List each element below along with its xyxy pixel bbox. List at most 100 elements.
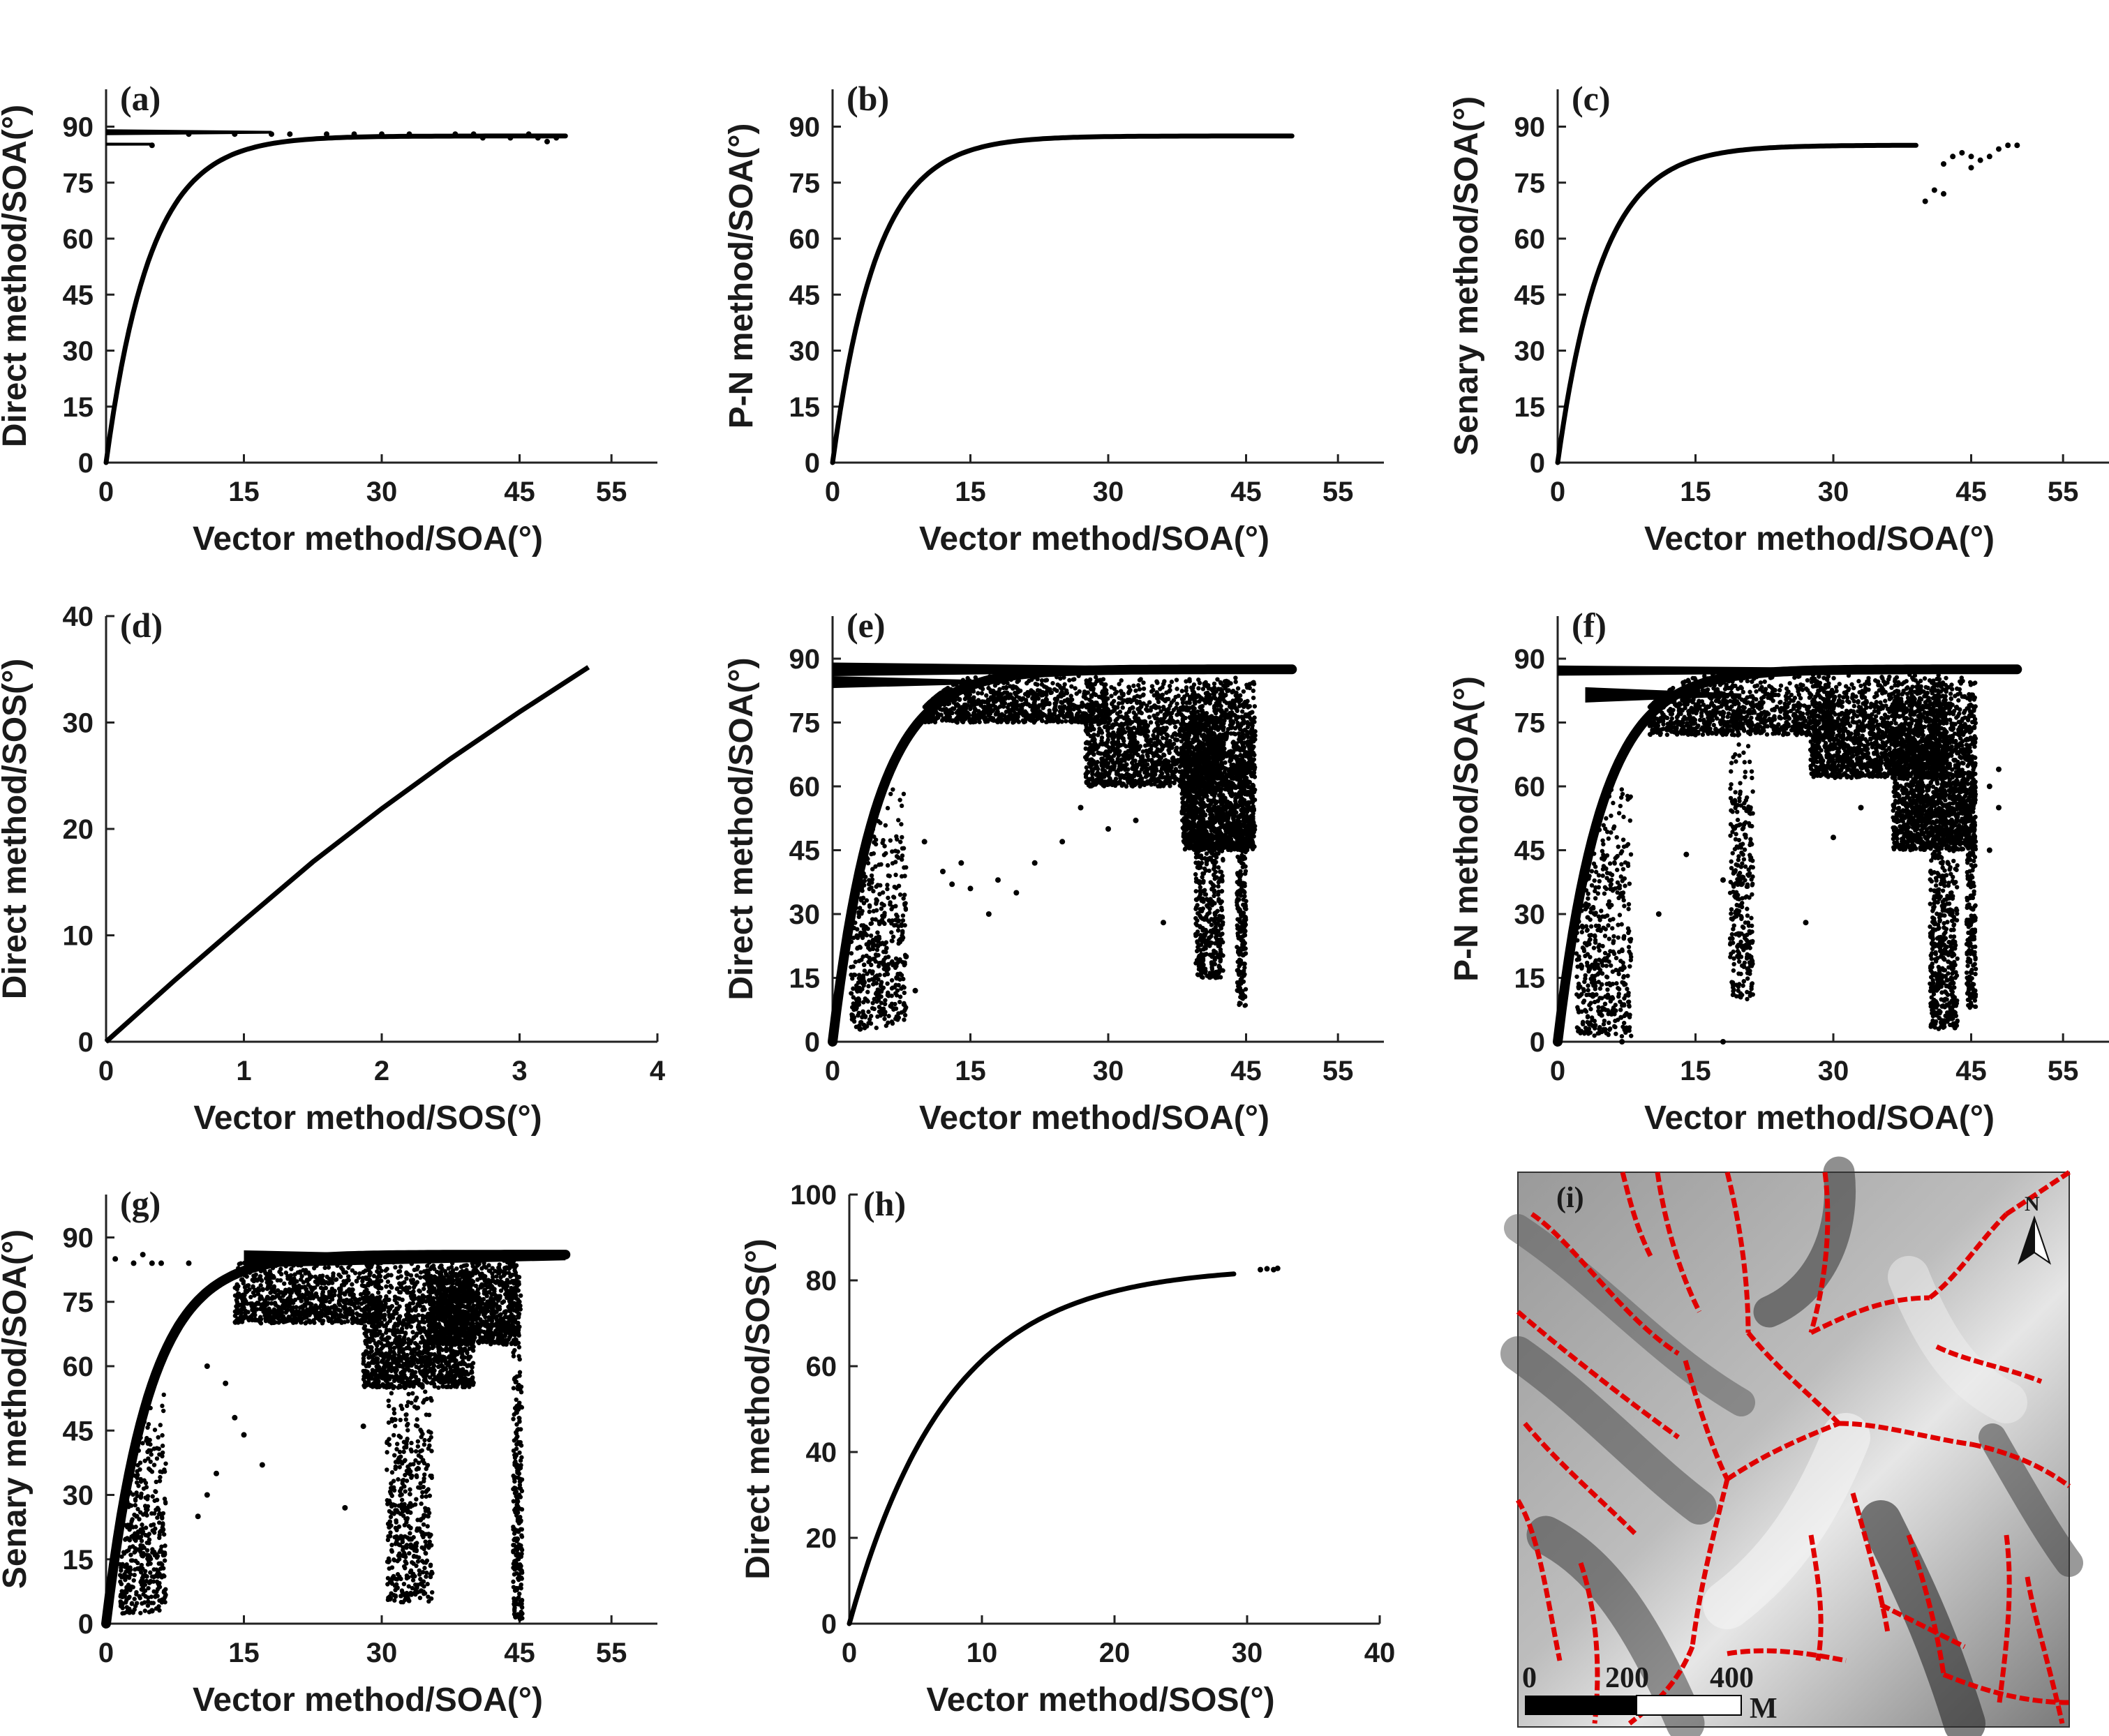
cloud-point bbox=[1205, 739, 1211, 744]
cloud-point bbox=[1180, 704, 1186, 710]
y-axis-label: Direct method/SOS(°) bbox=[0, 659, 33, 1000]
panel-tag-b: (b) bbox=[847, 79, 889, 118]
x-axis-label: Vector method/SOA(°) bbox=[919, 1100, 1269, 1137]
cloud-point bbox=[1215, 908, 1220, 913]
cloud-point bbox=[1221, 783, 1225, 788]
cloud-point bbox=[1037, 703, 1042, 708]
cloud-point bbox=[984, 693, 989, 698]
scatter-point bbox=[526, 131, 532, 137]
cloud-point bbox=[1172, 720, 1177, 725]
cloud-point bbox=[1208, 940, 1213, 945]
y-tick-label: 30 bbox=[63, 336, 94, 367]
cloud-point bbox=[1241, 947, 1246, 952]
y-tick-label: 45 bbox=[789, 836, 821, 867]
scatter-point bbox=[1968, 154, 1974, 160]
cloud-point bbox=[884, 950, 888, 955]
cloud-point bbox=[1195, 790, 1201, 795]
y-tick-label: 30 bbox=[789, 899, 821, 930]
cloud-point bbox=[1131, 705, 1135, 710]
x-tick-label: 0 bbox=[98, 1056, 114, 1086]
cloud-point bbox=[1197, 825, 1202, 830]
cloud-point bbox=[1080, 704, 1085, 709]
y-tick-label: 60 bbox=[789, 772, 821, 802]
cloud-point bbox=[1096, 744, 1101, 749]
cloud-point bbox=[1244, 779, 1250, 785]
cloud-point bbox=[1143, 743, 1148, 748]
cloud-point bbox=[1099, 703, 1104, 708]
cloud-point bbox=[1214, 719, 1220, 724]
y-tick-label: 75 bbox=[789, 168, 821, 199]
cloud-point bbox=[1147, 700, 1152, 705]
cloud-point bbox=[1220, 800, 1225, 805]
cloud-point bbox=[1207, 910, 1212, 915]
cloud-point bbox=[1132, 780, 1138, 785]
cloud-point bbox=[990, 688, 996, 694]
cloud-point bbox=[955, 714, 960, 719]
cloud-point bbox=[946, 685, 951, 691]
cloud-point bbox=[1077, 689, 1082, 694]
data-points bbox=[828, 662, 1297, 1047]
cloud-point bbox=[1209, 719, 1214, 725]
cloud-point bbox=[1034, 696, 1039, 701]
cloud-point bbox=[1250, 759, 1255, 764]
cloud-point bbox=[1220, 840, 1225, 845]
cloud-point bbox=[1207, 935, 1212, 941]
x-tick-label: 15 bbox=[228, 477, 260, 507]
cloud-point bbox=[1193, 934, 1198, 938]
cloud-point bbox=[1245, 734, 1251, 740]
cloud-point bbox=[1095, 714, 1100, 719]
cloud-point bbox=[1167, 747, 1172, 752]
cloud-point bbox=[1105, 765, 1110, 770]
cloud-point bbox=[1193, 811, 1199, 816]
cloud-point bbox=[1229, 726, 1234, 731]
cloud-point bbox=[1143, 733, 1149, 738]
y-tick-label: 60 bbox=[63, 224, 94, 255]
y-tick-label: 60 bbox=[789, 224, 821, 255]
y-tick-label: 15 bbox=[789, 392, 821, 423]
cloud-point bbox=[1124, 771, 1130, 777]
cloud-point bbox=[1227, 710, 1232, 716]
scatter-point bbox=[1922, 198, 1928, 204]
x-tick-label: 0 bbox=[1550, 477, 1565, 507]
cloud-point bbox=[1236, 845, 1242, 850]
cloud-point bbox=[1242, 807, 1247, 813]
cloud-point bbox=[1212, 733, 1217, 738]
cloud-point bbox=[1089, 684, 1095, 689]
cloud-point bbox=[1047, 701, 1052, 707]
cloud-point bbox=[1053, 703, 1058, 708]
cloud-point bbox=[1201, 723, 1206, 728]
cloud-point bbox=[1217, 869, 1223, 874]
cloud-point bbox=[1207, 897, 1212, 902]
cloud-point bbox=[1244, 899, 1249, 904]
cloud-point bbox=[1239, 709, 1245, 714]
cloud-point bbox=[1119, 758, 1124, 763]
cloud-point bbox=[1180, 796, 1185, 801]
cloud-point bbox=[1177, 728, 1182, 733]
cloud-point bbox=[1101, 783, 1105, 788]
cloud-point bbox=[1090, 717, 1095, 722]
cloud-point bbox=[1193, 897, 1199, 902]
cloud-point bbox=[1154, 768, 1158, 773]
cloud-point bbox=[1066, 705, 1071, 710]
cloud-point bbox=[1214, 842, 1220, 848]
cloud-point bbox=[1193, 855, 1199, 860]
cloud-point bbox=[1199, 708, 1204, 713]
cloud-point bbox=[1095, 708, 1100, 713]
cloud-point bbox=[1223, 686, 1228, 691]
x-tick-label: 45 bbox=[1230, 477, 1262, 507]
cloud-point bbox=[1212, 681, 1217, 687]
x-tick-label: 2 bbox=[374, 1056, 389, 1086]
cloud-point bbox=[1207, 975, 1212, 980]
cloud-point bbox=[1133, 744, 1138, 750]
x-tick-label: 15 bbox=[955, 1056, 986, 1086]
cloud-point bbox=[1196, 686, 1201, 691]
cloud-point bbox=[1241, 689, 1246, 694]
cloud-point bbox=[1005, 692, 1011, 697]
cloud-point bbox=[1140, 754, 1145, 758]
cloud-point bbox=[1212, 685, 1217, 690]
cloud-point bbox=[1094, 781, 1099, 786]
cloud-point bbox=[1145, 766, 1149, 772]
cloud-point bbox=[1199, 813, 1205, 818]
cloud-point bbox=[1216, 687, 1221, 691]
